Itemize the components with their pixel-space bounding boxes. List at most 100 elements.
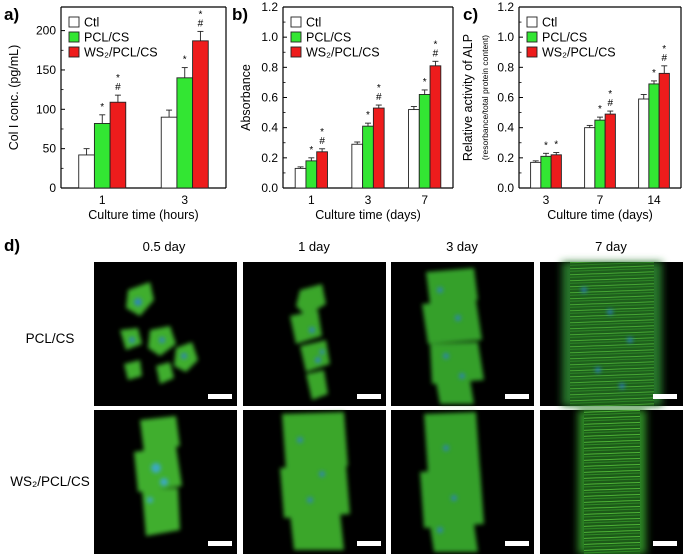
- legend-label: WS₂/PCL/CS: [306, 46, 380, 60]
- bar-pcl-cs: [305, 160, 318, 189]
- x-tick-label: 3: [181, 193, 188, 207]
- x-tick-label: 7: [421, 193, 428, 207]
- y-tick-label: 1.2: [497, 0, 514, 14]
- bar-pcl-cs: [540, 155, 552, 189]
- micrograph-ws2-pcl-cs-3-day: [391, 410, 534, 554]
- y-tick-label: 150: [36, 63, 56, 77]
- bar-ws-pcl-cs: [316, 151, 328, 189]
- legend-label: Ctl: [84, 16, 99, 30]
- significance-mark: *: [320, 127, 324, 138]
- bar-pcl-cs: [93, 123, 111, 189]
- significance-mark: *: [433, 39, 437, 50]
- legend-swatch: [290, 31, 302, 43]
- y-tick-label: 0: [49, 181, 56, 195]
- y-tick-label: 0.4: [497, 121, 514, 135]
- x-axis-title: Culture time (days): [547, 208, 653, 222]
- chart-b: 0.00.20.40.60.81.01.21**#3**#7**#Culture…: [239, 0, 454, 222]
- panel-label-c: c): [463, 5, 478, 24]
- y-tick-label: 0.8: [261, 60, 278, 74]
- micrograph-pcl-cs-7-day: [540, 262, 683, 406]
- x-tick-label: 3: [365, 193, 372, 207]
- micrograph-ws2-pcl-cs-1-day: [243, 410, 386, 554]
- significance-mark: *: [183, 55, 187, 66]
- y-tick-label: 1.0: [261, 30, 278, 44]
- legend-label: Ctl: [306, 16, 321, 30]
- y-tick-label: 0.4: [261, 121, 278, 135]
- significance-mark: #: [433, 48, 439, 59]
- bar-ctl: [530, 161, 542, 189]
- significance-mark: *: [554, 140, 558, 151]
- column-label-7-day: 7 day: [595, 239, 627, 254]
- significance-mark: *: [377, 83, 381, 94]
- y-tick-label: 1.2: [261, 0, 278, 14]
- column-label-1-day: 1 day: [298, 239, 330, 254]
- legend-swatch: [526, 46, 538, 58]
- row-label-pcl-cs: PCL/CS: [26, 331, 75, 346]
- bar-pcl-cs: [362, 125, 374, 189]
- significance-mark: *: [608, 89, 612, 100]
- micrograph-ws2-pcl-cs-0-5-day: [94, 410, 237, 554]
- bar-ctl: [584, 127, 596, 189]
- bar-ws-pcl-cs: [429, 65, 442, 189]
- column-label-0-5-day: 0.5 day: [143, 239, 186, 254]
- y-tick-label: 0.0: [497, 181, 514, 195]
- y-axis-title: Relative activity of ALP: [461, 34, 475, 161]
- x-tick-label: 14: [647, 193, 661, 207]
- row-label-ws2-pcl-cs: WS₂/PCL/CS: [10, 474, 90, 489]
- x-tick-label: 7: [597, 193, 604, 207]
- significance-mark: *: [116, 73, 120, 84]
- y-axis-subtitle: (resorbance/total protein content): [480, 35, 490, 160]
- bar-ctl: [78, 154, 95, 189]
- legend-swatch: [526, 31, 538, 43]
- legend-label: PCL/CS: [542, 31, 587, 45]
- significance-mark: *: [544, 140, 548, 151]
- y-tick-label: 0.2: [261, 151, 278, 165]
- legend-label: WS₂/PCL/CS: [542, 46, 616, 60]
- legend-swatch: [68, 46, 80, 58]
- x-tick-label: 1: [308, 193, 315, 207]
- y-tick-label: 0.8: [497, 60, 514, 74]
- bar-ws-pcl-cs: [109, 101, 127, 189]
- x-tick-label: 1: [99, 193, 106, 207]
- micrograph-pcl-cs-0-5-day: [94, 262, 237, 406]
- y-tick-label: 200: [36, 24, 56, 38]
- bar-pcl-cs: [418, 94, 431, 189]
- legend-swatch: [68, 16, 80, 28]
- legend-swatch: [290, 46, 302, 58]
- legend-label: WS₂/PCL/CS: [84, 46, 158, 60]
- significance-mark: *: [198, 9, 202, 20]
- significance-mark: #: [198, 18, 204, 29]
- y-tick-label: 1.0: [497, 30, 514, 44]
- legend-swatch: [290, 16, 302, 28]
- significance-mark: #: [115, 82, 121, 93]
- bar-ws-pcl-cs: [192, 40, 209, 189]
- micrograph-ws2-pcl-cs-7-day: [540, 410, 683, 554]
- x-tick-label: 3: [543, 193, 550, 207]
- micrograph-pcl-cs-3-day: [391, 262, 534, 406]
- significance-mark: *: [423, 77, 427, 88]
- column-label-3-day: 3 day: [446, 239, 478, 254]
- y-tick-label: 0.6: [261, 91, 278, 105]
- bar-ctl: [351, 143, 364, 189]
- significance-mark: #: [607, 98, 613, 109]
- significance-mark: #: [661, 53, 667, 64]
- y-tick-label: 0.0: [261, 181, 278, 195]
- x-axis-title: Culture time (hours): [88, 208, 198, 222]
- bar-ctl: [638, 98, 650, 189]
- legend-swatch: [68, 31, 80, 43]
- significance-mark: *: [662, 44, 666, 55]
- bar-pcl-cs: [648, 83, 660, 189]
- significance-mark: *: [366, 110, 370, 121]
- significance-mark: #: [319, 136, 325, 147]
- bar-ws-pcl-cs: [604, 113, 616, 189]
- panel-label-a: a): [4, 5, 19, 24]
- significance-mark: *: [598, 104, 602, 115]
- bar-pcl-cs: [594, 119, 606, 189]
- y-axis-title: Col I conc. (pg/mL): [7, 45, 21, 151]
- significance-mark: *: [652, 68, 656, 79]
- bar-ctl: [408, 109, 420, 189]
- panel-label-d: d): [4, 236, 20, 255]
- legend-swatch: [526, 16, 538, 28]
